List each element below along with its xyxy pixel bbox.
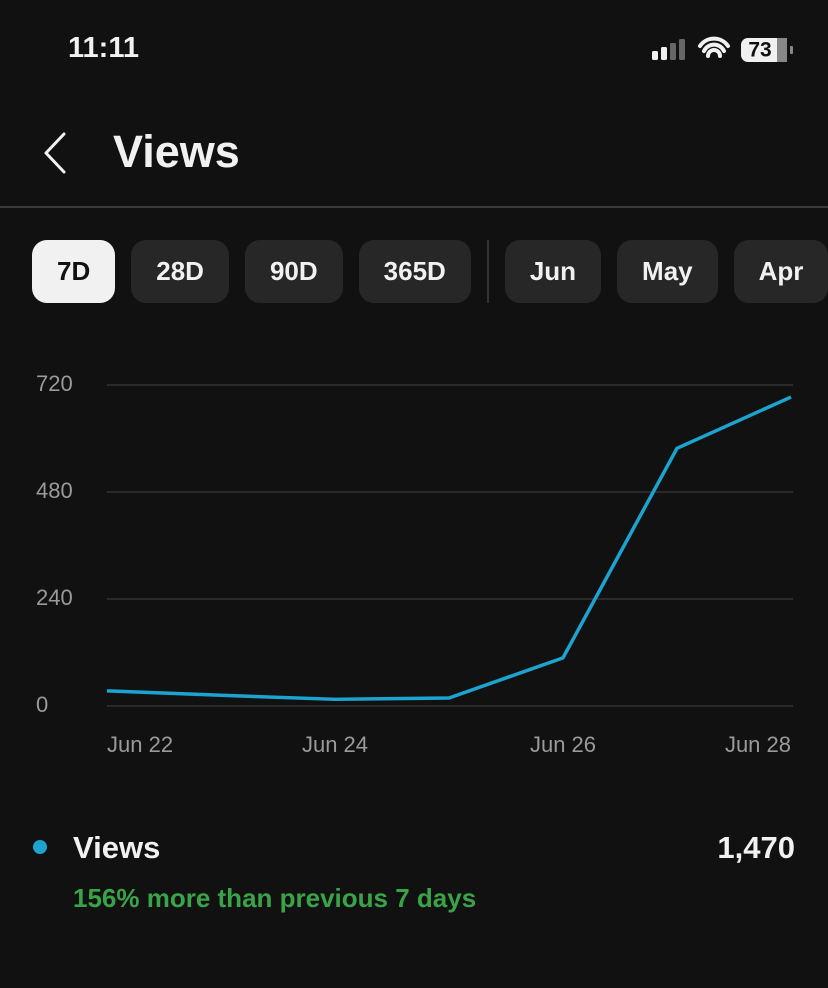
legend-label: Views [73,830,161,865]
range-tab[interactable]: 28D [131,240,229,303]
battery-level: 73 [748,39,771,62]
page-title: Views [113,126,240,177]
range-tab[interactable]: 365D [358,240,471,303]
range-tab[interactable]: Jun [504,240,602,303]
y-tick-label: 480 [36,478,73,503]
x-tick-label: Jun 24 [302,732,368,757]
line-series [106,395,792,702]
range-tab[interactable]: May [617,240,718,303]
x-tick-label: Jun 26 [530,732,596,757]
x-tick-label: Jun 28 [725,732,791,757]
total-value: 1,470 [717,830,795,865]
range-tab[interactable]: 7D [32,240,116,303]
range-tab[interactable]: 90D [244,240,343,303]
range-tab[interactable]: Apr [733,240,828,303]
status-time: 11:11 [68,32,139,64]
x-tick-label: Jun 22 [107,732,173,757]
comparison: 156% more than previous 7 days [73,883,477,913]
legend-swatch [33,840,47,854]
chart: 0 240 480 720 Jun 22 Jun 24 Jun 26 Jun 28 [36,371,793,757]
tab-separator [486,240,489,303]
y-tick-label: 720 [36,371,73,396]
y-tick-label: 0 [36,692,48,717]
tab-bar: 7D 28D 90D 365D Jun May Apr [32,240,828,303]
status-icons: 73 [652,36,793,62]
divider [0,206,828,208]
back-button[interactable] [40,130,70,176]
y-tick-label: 240 [36,585,73,610]
